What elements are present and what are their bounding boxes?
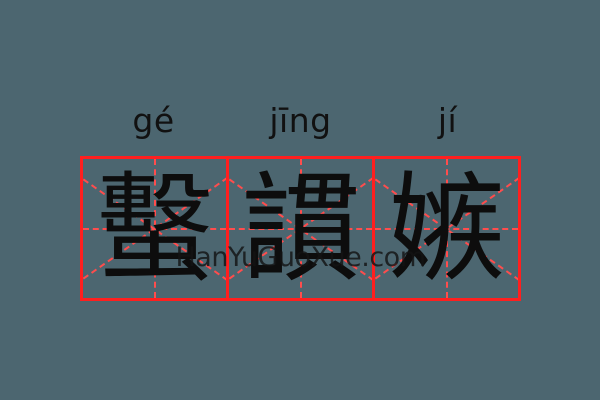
character-glyph-1: 蟿 <box>95 159 214 298</box>
pinyin-label-3: jí <box>437 101 458 140</box>
grid-cell-3: 嫉 <box>372 159 518 298</box>
pinyin-label-1: gé <box>132 101 175 140</box>
pinyin-row: gé jīng jí <box>80 88 521 140</box>
character-grid: 蟿 謴 嫉 <box>80 156 521 301</box>
grid-cell-1: 蟿 <box>83 159 226 298</box>
grid-cell-2: 謴 <box>226 159 372 298</box>
character-glyph-2: 謴 <box>241 159 360 298</box>
character-glyph-3: 嫉 <box>387 159 506 298</box>
pinyin-label-2: jīng <box>269 101 332 140</box>
